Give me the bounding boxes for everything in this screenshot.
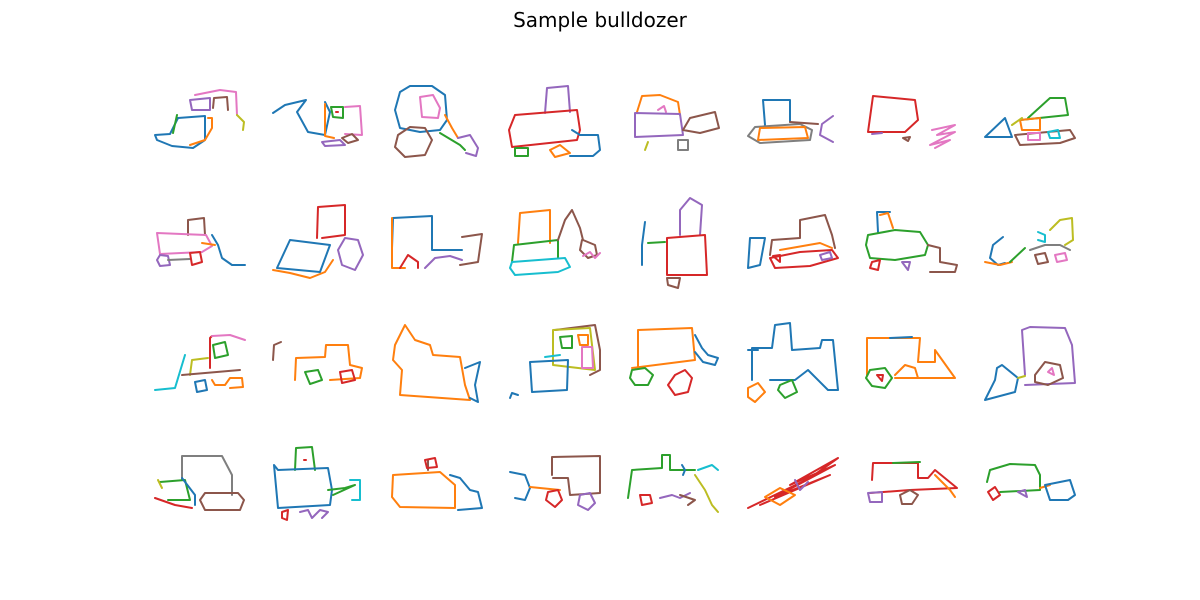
sketch-r2c5 [641,197,708,289]
sketch-r3c3 [392,324,481,403]
sketch-r2c3 [391,215,483,269]
sketch-r3c5 [629,327,719,396]
sketch-r4c7 [867,461,958,505]
sketch-r3c6 [747,322,839,403]
sketch-r1c7 [867,95,956,149]
sketch-r2c8 [984,217,1074,266]
sketch-r1c3 [394,85,479,158]
sketch-r3c4 [509,324,601,399]
sketch-r4c6 [747,457,839,509]
sketch-r4c5 [627,454,719,513]
sketch-r1c1 [154,89,245,149]
sketch-r2c4 [509,209,601,276]
sketch-r4c4 [509,455,601,511]
sketch-r2c1 [156,217,246,267]
sketch-r4c2 [273,446,361,521]
sketch-r1c8 [984,97,1076,146]
sketch-r2c7 [865,211,958,273]
sketch-r3c1 [154,334,246,393]
figure-title: Sample bulldozer [513,8,687,32]
sketch-r4c1 [154,455,245,511]
sketch-r3c2 [272,341,363,385]
sketch-r3c7 [865,336,956,389]
sketch-r2c6 [747,214,839,269]
sketch-r1c2 [272,99,363,147]
sketch-r1c5 [634,94,720,151]
sketch-r1c6 [747,99,834,144]
sketch-r4c3 [391,457,483,511]
sketch-r1c4 [508,85,601,158]
sketch-r4c8 [986,463,1076,501]
sketch-r3c8 [984,326,1076,401]
sketch-r2c2 [272,204,364,279]
